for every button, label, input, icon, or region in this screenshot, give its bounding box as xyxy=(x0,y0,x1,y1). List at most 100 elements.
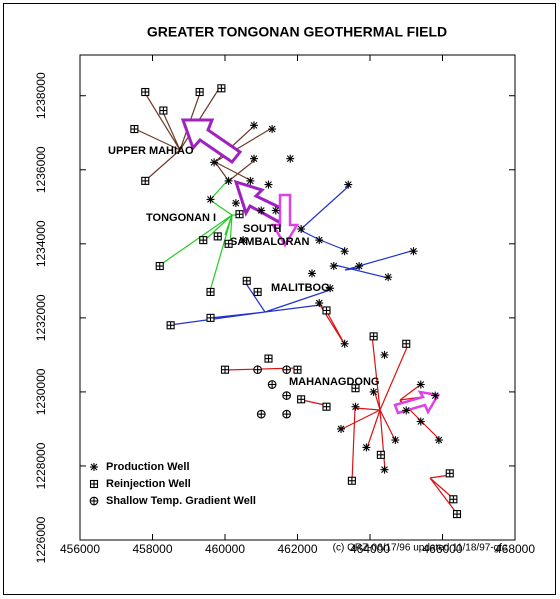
well xyxy=(264,180,273,189)
well xyxy=(130,124,139,134)
marker-stroke xyxy=(381,351,388,359)
well xyxy=(347,476,356,485)
well xyxy=(344,180,353,189)
marker-stroke xyxy=(239,236,247,244)
well xyxy=(416,380,425,389)
y-tick-label: 1236000 xyxy=(34,146,48,193)
marker-stroke xyxy=(362,444,370,451)
well xyxy=(315,236,324,245)
well xyxy=(141,87,150,97)
well xyxy=(155,261,164,271)
well xyxy=(380,465,389,474)
x-tick-label: 458000 xyxy=(132,542,172,556)
well xyxy=(206,287,215,296)
flow-arrows xyxy=(180,118,440,415)
well xyxy=(362,443,371,452)
well xyxy=(166,321,175,330)
well xyxy=(355,262,364,271)
y-tick-label: 1226000 xyxy=(34,516,48,563)
well xyxy=(159,106,168,115)
x-tick-label: 468000 xyxy=(495,542,535,556)
marker-stroke xyxy=(257,207,265,214)
marker-stroke xyxy=(370,388,378,396)
x-tick-label: 464000 xyxy=(350,542,390,556)
x-tick-label: 466000 xyxy=(422,542,462,556)
area-label: MALITBOG xyxy=(271,282,330,294)
map-title: GREATER TONGONAN GEOTHERMAL FIELD xyxy=(147,24,447,40)
y-tick-label: 1230000 xyxy=(34,368,48,415)
marker-stroke xyxy=(352,403,359,411)
marker-stroke xyxy=(90,463,98,471)
well xyxy=(264,354,273,363)
well xyxy=(445,469,454,478)
well xyxy=(369,332,378,341)
well xyxy=(235,210,244,219)
well xyxy=(376,450,385,459)
well xyxy=(340,247,349,256)
well xyxy=(315,299,324,308)
well xyxy=(369,387,378,396)
well xyxy=(434,436,443,445)
well xyxy=(329,262,338,271)
marker-stroke xyxy=(210,158,218,166)
well xyxy=(431,391,440,400)
legend-label: Shallow Temp. Gradient Well xyxy=(106,495,256,507)
marker-stroke xyxy=(330,262,338,270)
marker-stroke xyxy=(246,177,254,185)
marker-stroke xyxy=(431,392,439,399)
well xyxy=(286,154,295,163)
well xyxy=(340,339,349,348)
well xyxy=(402,406,411,415)
marker-stroke xyxy=(337,425,345,433)
y-tick-label: 1228000 xyxy=(34,442,48,489)
well xyxy=(220,365,230,374)
legend-label: Reinjection Well xyxy=(106,478,191,490)
legend-label: Production Well xyxy=(106,461,190,473)
well xyxy=(282,409,291,419)
well xyxy=(267,380,277,389)
marker-stroke xyxy=(326,284,334,292)
marker-stroke xyxy=(250,155,258,163)
legend-symbol xyxy=(89,496,99,506)
well xyxy=(231,199,240,208)
marker-stroke xyxy=(410,247,417,255)
well xyxy=(449,495,458,504)
well xyxy=(253,287,262,296)
frame xyxy=(3,3,556,595)
area-label: SOUTH xyxy=(243,223,282,235)
well xyxy=(224,239,233,248)
x-tick-label: 456000 xyxy=(60,542,100,556)
marker-stroke xyxy=(308,270,316,277)
well-traces xyxy=(132,86,459,516)
well xyxy=(416,417,425,426)
well xyxy=(256,409,266,419)
marker-stroke xyxy=(435,436,443,444)
well xyxy=(351,402,360,411)
marker-stroke xyxy=(381,466,388,474)
marker-stroke xyxy=(417,418,425,425)
area-label: TONGONAN I xyxy=(146,212,216,224)
marker-stroke xyxy=(232,199,240,207)
well xyxy=(246,176,255,185)
marker-stroke xyxy=(341,247,349,255)
well xyxy=(337,424,345,433)
marker-stroke xyxy=(272,207,280,214)
x-tick-label: 460000 xyxy=(205,542,245,556)
well xyxy=(322,402,331,411)
well xyxy=(250,154,258,163)
y-tick-label: 1234000 xyxy=(34,220,48,267)
area-label: UPPER MAHIAO xyxy=(108,145,194,157)
well xyxy=(213,232,222,241)
well xyxy=(206,313,215,322)
marker-stroke xyxy=(344,181,352,188)
marker-stroke xyxy=(265,181,272,188)
marker-stroke xyxy=(225,177,233,185)
well xyxy=(217,84,226,93)
well xyxy=(402,339,411,348)
well xyxy=(384,273,393,282)
well xyxy=(297,225,306,234)
marker-stroke xyxy=(207,196,214,203)
well xyxy=(282,365,291,375)
well xyxy=(326,284,335,293)
